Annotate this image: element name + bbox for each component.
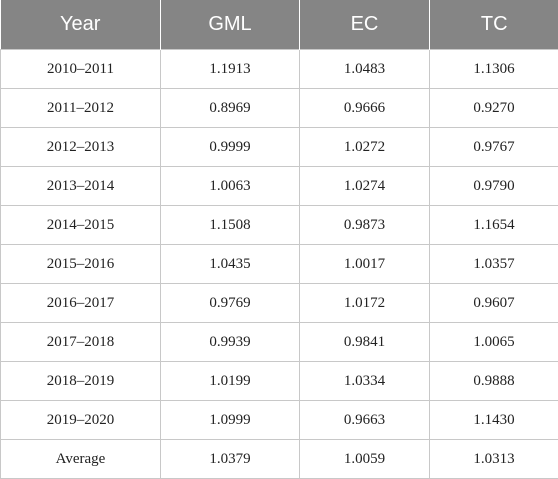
table-row: 2017–2018 0.9939 0.9841 1.0065 [1, 323, 558, 362]
cell-tc: 0.9607 [430, 284, 558, 323]
table-body: 2010–2011 1.1913 1.0483 1.1306 2011–2012… [1, 50, 558, 479]
cell-ec: 0.9663 [300, 401, 430, 440]
cell-gml: 1.1913 [161, 50, 300, 89]
cell-gml: 1.0999 [161, 401, 300, 440]
cell-year: 2010–2011 [1, 50, 161, 89]
table-row: 2011–2012 0.8969 0.9666 0.9270 [1, 89, 558, 128]
cell-ec: 1.0172 [300, 284, 430, 323]
cell-tc: 1.0065 [430, 323, 558, 362]
cell-year: 2017–2018 [1, 323, 161, 362]
table-row: 2015–2016 1.0435 1.0017 1.0357 [1, 245, 558, 284]
cell-gml: 1.0063 [161, 167, 300, 206]
table-row: 2018–2019 1.0199 1.0334 0.9888 [1, 362, 558, 401]
cell-year: 2014–2015 [1, 206, 161, 245]
cell-ec: 1.0334 [300, 362, 430, 401]
table-row: 2016–2017 0.9769 1.0172 0.9607 [1, 284, 558, 323]
table-row: 2014–2015 1.1508 0.9873 1.1654 [1, 206, 558, 245]
cell-gml: 1.0379 [161, 440, 300, 479]
cell-tc: 1.0357 [430, 245, 558, 284]
cell-gml: 0.9999 [161, 128, 300, 167]
cell-tc: 1.1306 [430, 50, 558, 89]
cell-tc: 0.9270 [430, 89, 558, 128]
table-row: 2019–2020 1.0999 0.9663 1.1430 [1, 401, 558, 440]
cell-year: 2013–2014 [1, 167, 161, 206]
cell-ec: 1.0059 [300, 440, 430, 479]
cell-year: 2012–2013 [1, 128, 161, 167]
cell-gml: 0.9769 [161, 284, 300, 323]
cell-year: 2011–2012 [1, 89, 161, 128]
cell-year: Average [1, 440, 161, 479]
cell-gml: 1.1508 [161, 206, 300, 245]
cell-tc: 1.0313 [430, 440, 558, 479]
cell-ec: 0.9873 [300, 206, 430, 245]
cell-ec: 1.0274 [300, 167, 430, 206]
cell-ec: 0.9666 [300, 89, 430, 128]
header-ec: EC [300, 0, 430, 50]
table-row: 2013–2014 1.0063 1.0274 0.9790 [1, 167, 558, 206]
cell-tc: 0.9790 [430, 167, 558, 206]
cell-gml: 1.0435 [161, 245, 300, 284]
table-row: 2012–2013 0.9999 1.0272 0.9767 [1, 128, 558, 167]
cell-tc: 1.1430 [430, 401, 558, 440]
cell-year: 2016–2017 [1, 284, 161, 323]
cell-tc: 0.9767 [430, 128, 558, 167]
cell-tc: 0.9888 [430, 362, 558, 401]
cell-gml: 0.9939 [161, 323, 300, 362]
cell-year: 2015–2016 [1, 245, 161, 284]
header-tc: TC [430, 0, 558, 50]
header-gml: GML [161, 0, 300, 50]
cell-ec: 0.9841 [300, 323, 430, 362]
cell-year: 2018–2019 [1, 362, 161, 401]
cell-ec: 1.0017 [300, 245, 430, 284]
cell-gml: 0.8969 [161, 89, 300, 128]
cell-tc: 1.1654 [430, 206, 558, 245]
cell-ec: 1.0272 [300, 128, 430, 167]
header-row: Year GML EC TC [1, 0, 558, 50]
table-header: Year GML EC TC [1, 0, 558, 50]
table-row-average: Average 1.0379 1.0059 1.0313 [1, 440, 558, 479]
table-row: 2010–2011 1.1913 1.0483 1.1306 [1, 50, 558, 89]
cell-ec: 1.0483 [300, 50, 430, 89]
header-year: Year [1, 0, 161, 50]
cell-gml: 1.0199 [161, 362, 300, 401]
cell-year: 2019–2020 [1, 401, 161, 440]
